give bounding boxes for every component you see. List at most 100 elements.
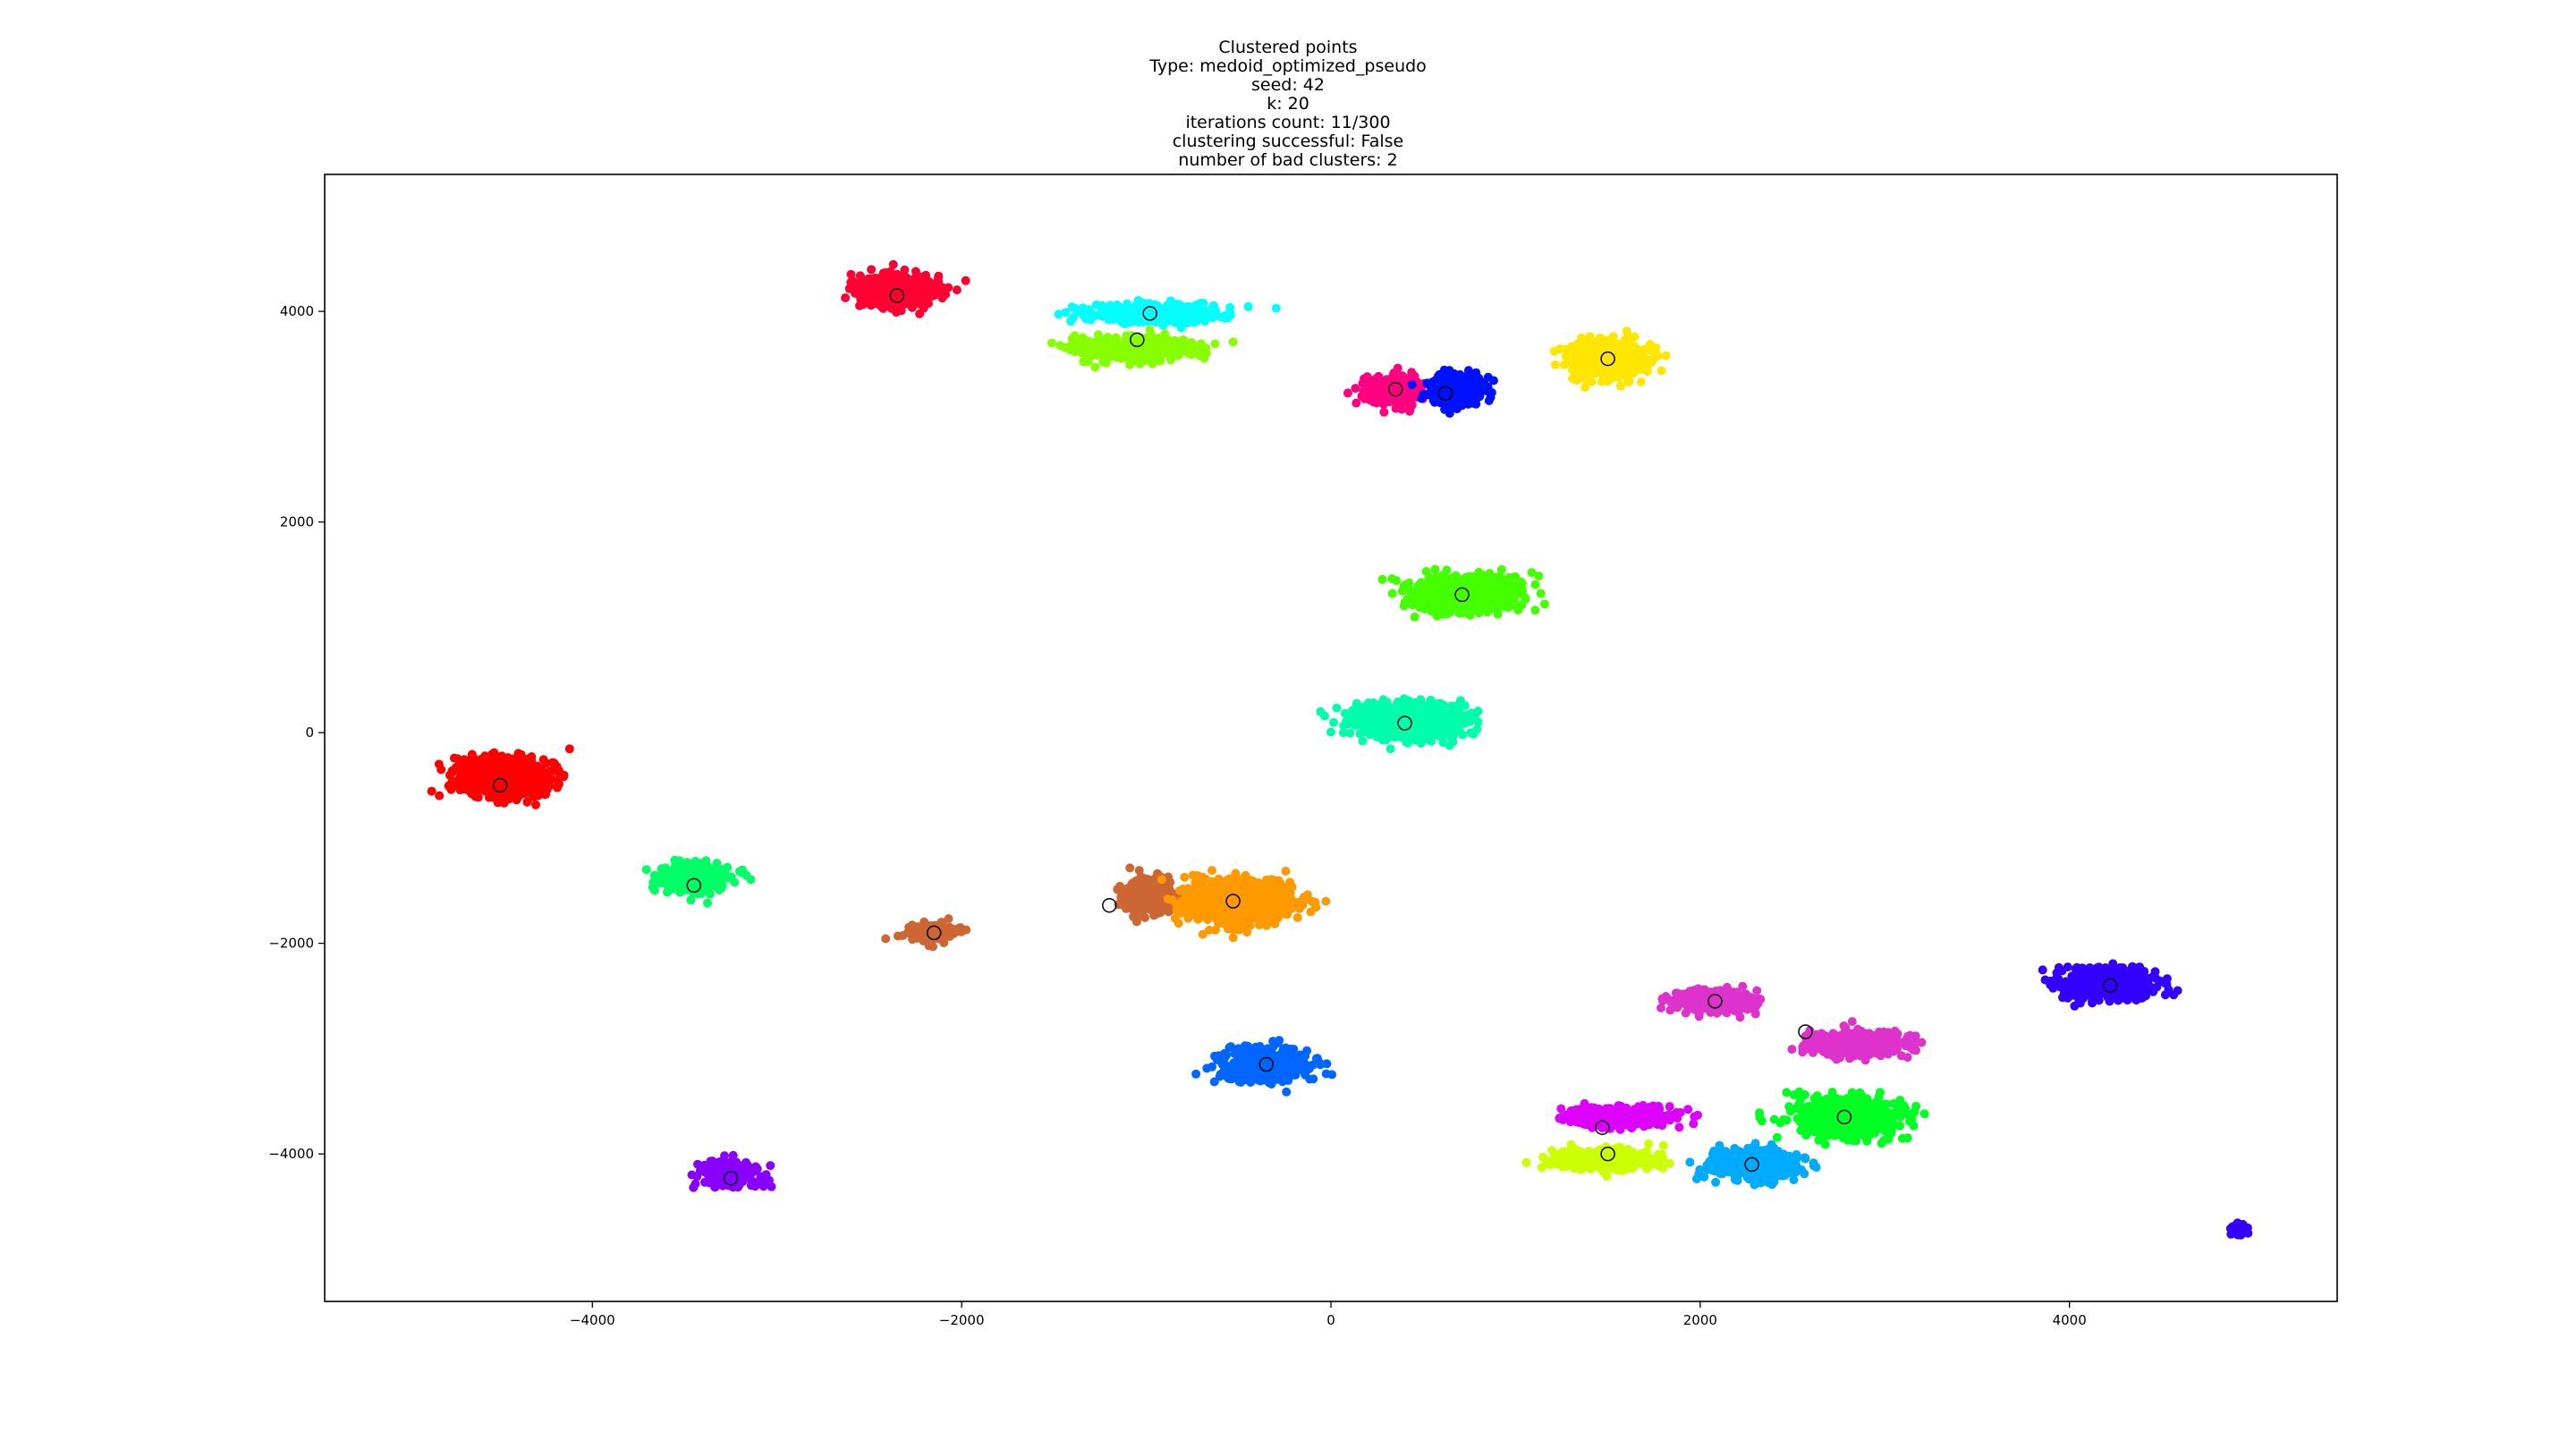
cluster-5-point — [1636, 377, 1646, 386]
cluster-2-point — [1201, 348, 1211, 358]
cluster-2-point — [1096, 342, 1106, 352]
cluster-0-point — [961, 275, 970, 285]
title-line-2: Type: medoid_optimized_pseudo — [1149, 56, 1427, 76]
cluster-8-point — [503, 767, 513, 777]
cluster-8-point — [519, 781, 529, 791]
cluster-1-point — [1191, 301, 1201, 310]
title-line-3: seed: 42 — [1251, 75, 1325, 95]
cluster-0-point — [877, 284, 887, 293]
cluster-8-point — [531, 800, 540, 809]
cluster-6-point — [1413, 588, 1423, 597]
cluster-6-point — [1424, 584, 1434, 594]
cluster-3-point — [1379, 407, 1389, 417]
cluster-2-point — [1228, 337, 1238, 347]
cluster-9-point — [726, 872, 736, 882]
cluster-5-point — [1571, 347, 1580, 357]
cluster-6-point — [1485, 569, 1495, 579]
cluster-1-point — [1271, 303, 1281, 313]
cluster-0-point — [909, 284, 919, 293]
cluster-6-point — [1540, 599, 1549, 609]
cluster-8-point — [436, 765, 446, 775]
cluster-8-point — [427, 786, 436, 796]
cluster-1-point — [1176, 323, 1186, 333]
cluster-8-point — [564, 744, 574, 754]
cluster-6-point — [1416, 578, 1426, 588]
title-line-5: iterations count: 11/300 — [1185, 113, 1391, 132]
cluster-4-point — [1452, 390, 1461, 400]
cluster-6-point — [1534, 572, 1544, 580]
cluster-8-point — [471, 791, 480, 801]
cluster-8-point — [512, 775, 521, 784]
cluster-8-point — [528, 776, 538, 786]
cluster-8-point — [476, 760, 486, 770]
cluster-8-point — [453, 780, 462, 790]
cluster-6-point — [1415, 603, 1425, 613]
cluster-6-point — [1517, 579, 1527, 589]
points-layer — [427, 259, 2253, 1240]
title-line-6: clustering successful: False — [1172, 131, 1404, 151]
cluster-7-point — [1455, 709, 1465, 719]
cluster-1-point — [1097, 306, 1107, 316]
cluster-9-point — [649, 870, 659, 880]
cluster-7-point — [1445, 741, 1454, 750]
cluster-1-point — [1121, 304, 1131, 314]
cluster-6-point — [1434, 597, 1444, 606]
cluster-5-point — [1661, 351, 1671, 360]
cluster-2-point — [1087, 347, 1097, 357]
cluster-2-point — [1117, 343, 1127, 352]
cluster-0-point — [867, 283, 876, 292]
cluster-3-point — [1343, 388, 1352, 398]
cluster-6-point — [1430, 564, 1440, 574]
cluster-5-point — [1599, 369, 1609, 378]
cluster-4-point — [1435, 369, 1445, 379]
cluster-8-point — [479, 770, 488, 780]
cluster-2-point — [1103, 348, 1113, 358]
cluster-8-point — [445, 770, 454, 780]
cluster-2-point — [1210, 339, 1220, 349]
cluster-7-point — [1443, 714, 1453, 724]
cluster-8-point — [527, 752, 537, 761]
cluster-2-point — [1147, 342, 1157, 352]
cluster-6-point — [1498, 584, 1508, 594]
cluster-1-point — [1138, 298, 1148, 308]
cluster-7-point — [1373, 716, 1383, 725]
cluster-7-point — [1414, 708, 1424, 716]
cluster-6-point — [1442, 565, 1452, 575]
cluster-7-point — [1365, 708, 1375, 717]
cluster-7-point — [1385, 744, 1395, 754]
cluster-7-point — [1420, 734, 1430, 744]
cluster-1-point — [1243, 301, 1253, 311]
cluster-2-point — [1179, 344, 1189, 354]
cluster-6-point — [1497, 595, 1507, 605]
cluster-6-point — [1483, 600, 1493, 610]
cluster-5-point — [1620, 335, 1630, 344]
cluster-5-point — [1559, 360, 1569, 369]
cluster-7-point — [1448, 732, 1458, 741]
cluster-6-point — [1432, 611, 1442, 621]
cluster-7-point — [1432, 715, 1442, 724]
cluster-0-point — [910, 275, 919, 285]
cluster-1-point — [1068, 313, 1078, 322]
cluster-6-point — [1427, 603, 1436, 613]
cluster-6-point — [1454, 608, 1464, 618]
cluster-8-point — [515, 751, 525, 761]
cluster-0-point — [901, 299, 911, 309]
cluster-1-point — [1079, 308, 1089, 318]
cluster-0-point — [921, 284, 931, 294]
cluster-1-point — [1120, 319, 1130, 329]
cluster-7-point — [1460, 718, 1470, 728]
cluster-7-point — [1358, 736, 1368, 746]
cluster-6-point — [1493, 607, 1503, 617]
cluster-3-point — [1366, 386, 1376, 395]
cluster-4-point — [1470, 376, 1479, 386]
cluster-8-point — [524, 767, 534, 777]
cluster-6-point — [1387, 574, 1397, 583]
cluster-6-point — [1530, 606, 1540, 615]
cluster-3-point — [1368, 397, 1378, 407]
cluster-6-point — [1435, 580, 1445, 589]
cluster-0-point — [846, 269, 856, 279]
cluster-8-point — [462, 779, 471, 789]
cluster-7-point — [1472, 724, 1482, 734]
cluster-6-point — [1387, 589, 1397, 598]
cluster-0-point — [919, 303, 928, 313]
